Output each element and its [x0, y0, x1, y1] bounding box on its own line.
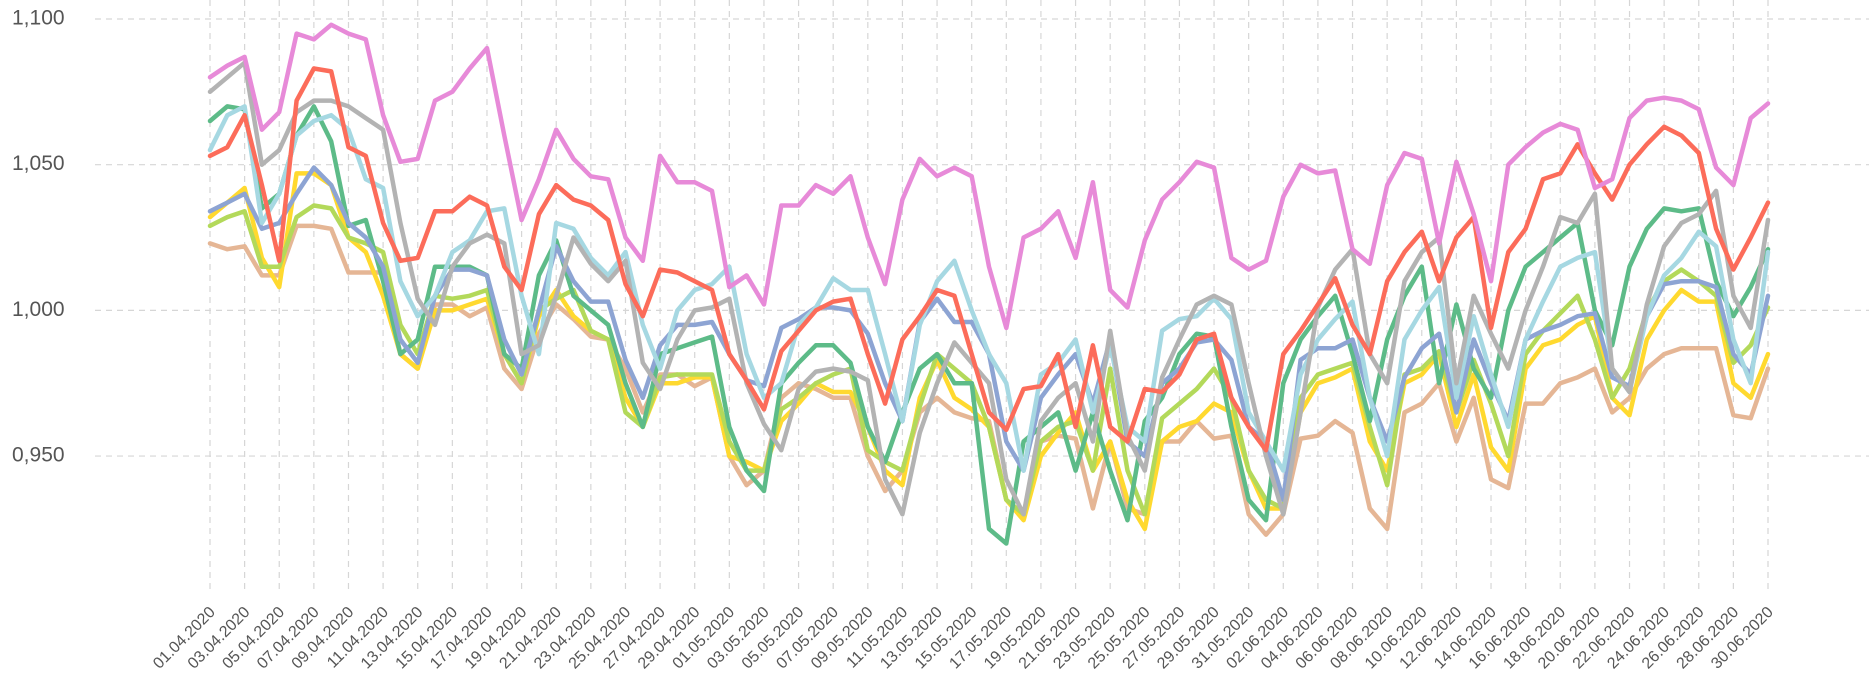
series-line — [207, 203, 1771, 517]
series-line — [207, 104, 1771, 546]
y-tick-label: 1,000 — [12, 298, 65, 321]
series-line — [207, 60, 1771, 517]
series-line — [207, 165, 1771, 503]
series-line — [207, 104, 1771, 473]
y-tick-label: 0,950 — [12, 444, 65, 467]
y-tick-label: 1,100 — [12, 7, 65, 30]
series-line — [207, 66, 1771, 453]
y-tick-label: 1,050 — [12, 152, 65, 175]
series-line — [207, 22, 1771, 331]
